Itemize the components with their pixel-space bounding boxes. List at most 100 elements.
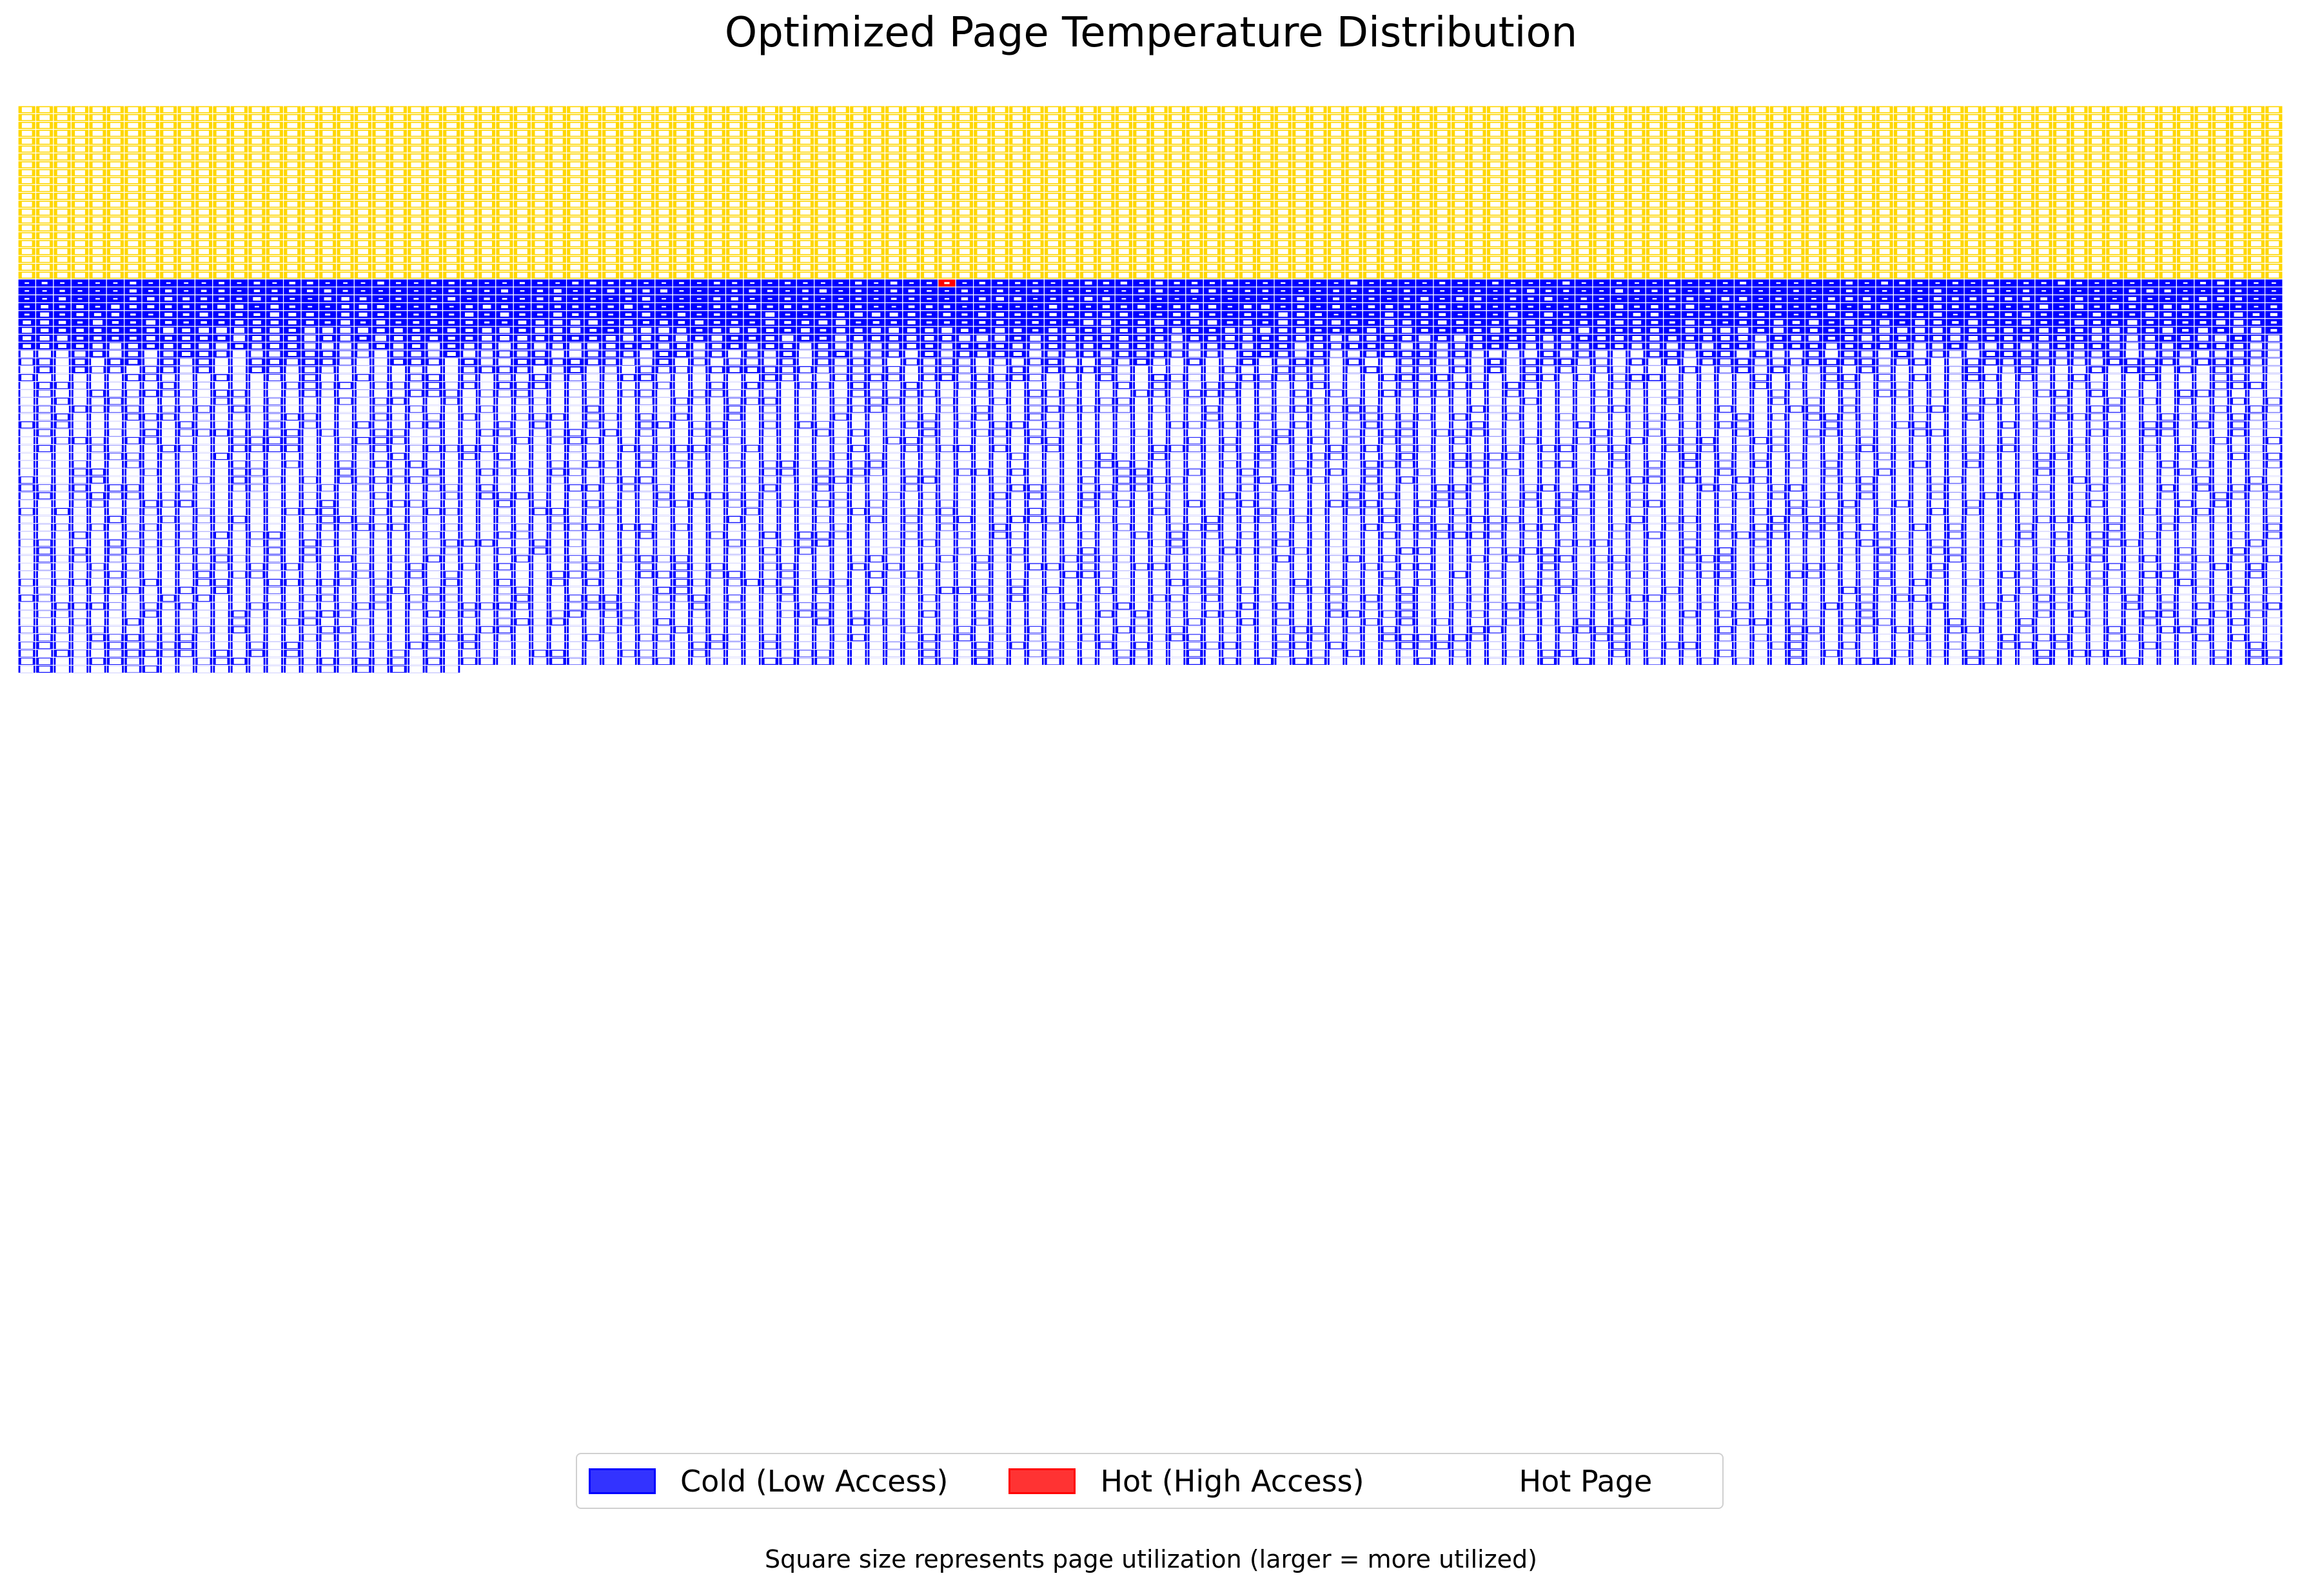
utilization-gap [570,139,581,144]
utilization-gap [428,201,439,207]
utilization-gap [1012,193,1023,199]
utilization-gap [2268,107,2279,112]
utilization-gap [1560,201,1571,207]
utilization-gap [39,115,50,121]
utilization-gap [1844,139,1854,144]
utilization-gap [1649,146,1660,152]
utilization-gap [1809,193,1819,199]
utilization-gap [1579,201,1589,207]
utilization-gap [782,139,793,144]
utilization-gap [304,123,315,128]
utilization-gap [1702,201,1713,207]
utilization-gap [1596,193,1607,199]
utilization-gap [464,201,475,207]
utilization-gap [1684,193,1695,199]
utilization-gap [1967,146,1978,152]
utilization-gap [2092,170,2102,175]
utilization-gap [1862,130,1873,136]
utilization-gap [1879,186,1890,192]
utilization-gap [1295,186,1306,192]
utilization-gap [1207,154,1217,160]
utilization-gap [605,130,616,136]
utilization-gap [340,178,351,183]
utilization-gap [2216,170,2226,175]
utilization-gap [570,115,581,121]
utilization-gap [605,115,616,121]
utilization-gap [216,115,227,121]
utilization-gap [1172,162,1183,168]
utilization-gap [889,170,900,175]
utilization-gap [1933,115,1943,121]
utilization-gap [1914,154,1925,160]
utilization-gap [1136,115,1147,121]
utilization-gap [818,170,829,175]
utilization-gap [1048,170,1058,175]
utilization-gap [2038,193,2049,199]
utilization-gap [1012,170,1023,175]
utilization-gap [1879,115,1890,121]
utilization-gap [1419,139,1430,144]
utilization-gap [375,193,386,199]
utilization-gap [941,107,952,112]
utilization-gap [57,186,68,192]
utilization-gap [871,107,881,112]
utilization-gap [906,170,917,175]
utilization-gap [75,139,85,144]
utilization-gap [2250,130,2261,136]
utilization-gap [1154,162,1165,168]
utilization-gap [128,201,139,207]
utilization-gap [2233,107,2244,112]
utilization-gap [623,123,634,128]
utilization-gap [287,139,298,144]
utilization-gap [1667,201,1678,207]
utilization-gap [1313,162,1324,168]
utilization-gap [1596,186,1607,192]
utilization-gap [1543,154,1554,160]
utilization-gap [658,193,669,199]
utilization-gap [1366,139,1377,144]
utilization-gap [1826,130,1837,136]
utilization-gap [1472,178,1483,183]
utilization-gap [1667,162,1678,168]
utilization-gap [853,170,864,175]
utilization-gap [641,162,651,168]
utilization-gap [587,170,598,175]
utilization-gap [747,130,758,136]
utilization-gap [941,193,952,199]
utilization-gap [623,115,634,121]
utilization-gap [1136,130,1147,136]
utilization-gap [234,115,244,121]
utilization-gap [587,123,598,128]
utilization-gap [1543,123,1554,128]
utilization-gap [1809,123,1819,128]
utilization-gap [287,162,298,168]
utilization-gap [393,123,404,128]
utilization-gap [1401,107,1412,112]
utilization-gap [2092,115,2102,121]
utilization-gap [1667,146,1678,152]
utilization-gap [464,186,475,192]
utilization-gap [1384,115,1395,121]
utilization-gap [1154,178,1165,183]
utilization-gap [1331,162,1341,168]
utilization-gap [1579,139,1589,144]
utilization-gap [1667,107,1678,112]
utilization-gap [711,186,722,192]
utilization-gap [1720,130,1731,136]
utilization-gap [1579,107,1589,112]
utilization-gap [2109,201,2120,207]
utilization-gap [322,162,333,168]
utilization-gap [2092,193,2102,199]
utilization-gap [1313,146,1324,152]
utilization-gap [2250,115,2261,121]
utilization-gap [2250,146,2261,152]
utilization-gap [889,162,900,168]
utilization-gap [1897,162,1907,168]
utilization-gap [1030,146,1041,152]
utilization-gap [2003,107,2014,112]
utilization-gap [941,115,952,121]
utilization-gap [181,201,192,207]
utilization-gap [2021,178,2032,183]
utilization-gap [835,146,846,152]
utilization-gap [1631,107,1642,112]
